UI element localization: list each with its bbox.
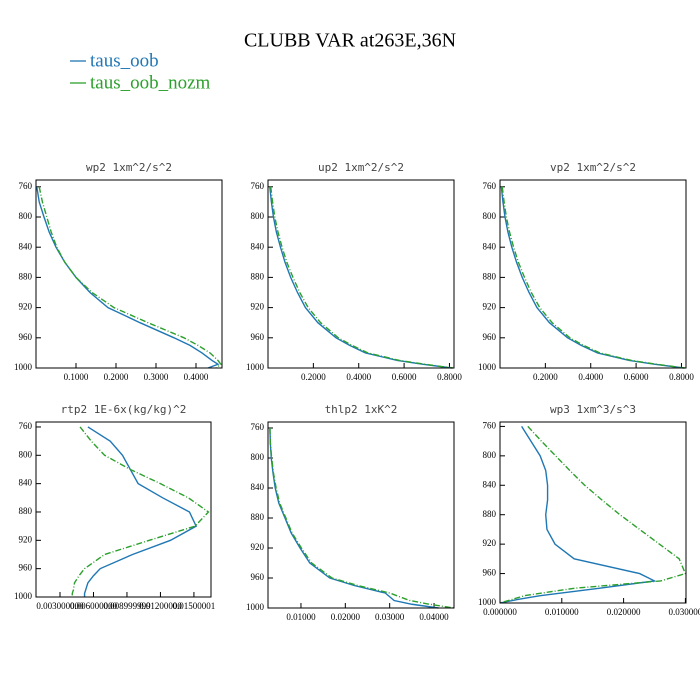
legend-label: taus_oob_nozm (90, 72, 211, 93)
y-tick-label: 800 (251, 452, 265, 462)
x-tick-label: 0.4000 (578, 372, 603, 382)
y-tick-label: 840 (19, 478, 33, 488)
x-tick-label: 0.4000 (346, 372, 371, 382)
panel-title: rtp2 1E-6x(kg/kg)^2 (61, 403, 187, 416)
figure-title: CLUBB VAR at263E,36N (244, 30, 456, 52)
panel-title: wp3 1xm^3/s^3 (550, 403, 636, 416)
y-tick-label: 800 (483, 450, 497, 460)
y-tick-label: 840 (251, 241, 265, 251)
y-tick-label: 960 (483, 568, 497, 578)
series-line (499, 426, 657, 604)
y-tick-label: 960 (19, 332, 33, 342)
y-tick-label: 760 (251, 181, 265, 191)
y-tick-label: 920 (19, 302, 33, 312)
x-tick-label: 0.01500001 (173, 601, 216, 611)
y-tick-label: 1000 (478, 597, 497, 607)
plot-frame (499, 179, 687, 369)
series-line (501, 186, 685, 369)
y-tick-label: 760 (483, 420, 497, 430)
y-tick-label: 920 (251, 302, 265, 312)
x-tick-label: 0.04000 (419, 612, 449, 622)
y-tick-label: 800 (251, 211, 265, 221)
x-tick-label: 0.1000 (64, 372, 89, 382)
y-tick-label: 1000 (246, 602, 265, 612)
series-line (499, 425, 687, 604)
panel-title: up2 1xm^2/s^2 (318, 161, 404, 174)
plot-frame (267, 421, 455, 609)
x-tick-label: 0.2000 (301, 372, 326, 382)
x-tick-label: 0.8000 (437, 372, 462, 382)
y-tick-label: 960 (251, 572, 265, 582)
y-tick-label: 920 (483, 302, 497, 312)
plot-frame (499, 421, 687, 604)
y-tick-label: 840 (483, 241, 497, 251)
y-tick-label: 920 (251, 542, 265, 552)
series-line (38, 186, 222, 369)
y-tick-label: 880 (251, 271, 265, 281)
series-line (36, 186, 220, 369)
y-tick-label: 800 (19, 449, 33, 459)
y-tick-label: 880 (19, 506, 33, 516)
y-tick-label: 760 (483, 181, 497, 191)
x-tick-label: 0.6000 (624, 372, 649, 382)
plot-frame (267, 179, 455, 369)
x-tick-label: 0.010000 (545, 607, 579, 617)
x-tick-label: 0.4000 (184, 372, 209, 382)
y-tick-label: 840 (19, 241, 33, 251)
x-tick-label: 0.008999999 (103, 601, 151, 611)
y-tick-label: 920 (483, 538, 497, 548)
series-line (270, 186, 453, 369)
x-tick-label: 0.01000 (286, 612, 316, 622)
y-tick-label: 800 (19, 211, 33, 221)
y-tick-label: 800 (483, 211, 497, 221)
x-tick-label: 0.6000 (392, 372, 417, 382)
panel-title: thlp2 1xK^2 (325, 403, 398, 416)
x-tick-label: 0.006000000 (70, 601, 118, 611)
series-line (71, 426, 210, 597)
x-tick-label: 0.020000 (607, 607, 641, 617)
y-tick-label: 880 (483, 509, 497, 519)
x-tick-label: 0.03000 (375, 612, 405, 622)
x-tick-label: 0.01200000 (139, 601, 182, 611)
plot-frame (35, 421, 212, 598)
x-tick-label: 0.2000 (533, 372, 558, 382)
y-tick-label: 880 (19, 271, 33, 281)
x-tick-label: 0.02000 (331, 612, 361, 622)
y-tick-label: 920 (19, 534, 33, 544)
y-tick-label: 1000 (478, 362, 497, 372)
y-tick-label: 880 (483, 271, 497, 281)
y-tick-label: 1000 (246, 362, 265, 372)
y-tick-label: 960 (483, 332, 497, 342)
x-tick-label: 0.2000 (104, 372, 129, 382)
y-tick-label: 840 (483, 479, 497, 489)
y-tick-label: 760 (19, 181, 33, 191)
x-tick-label: 0.003000000 (36, 601, 84, 611)
y-tick-label: 960 (19, 563, 33, 573)
y-tick-label: 960 (251, 332, 265, 342)
x-tick-label: 0.000000 (483, 607, 517, 617)
panel-title: wp2 1xm^2/s^2 (86, 161, 172, 174)
y-tick-label: 840 (251, 482, 265, 492)
series-line (269, 427, 454, 609)
panel-title: vp2 1xm^2/s^2 (550, 161, 636, 174)
x-tick-label: 0.8000 (669, 372, 694, 382)
series-line (83, 426, 198, 597)
legend-label: taus_oob (90, 50, 159, 71)
x-tick-label: 0.3000 (144, 372, 169, 382)
y-tick-label: 760 (19, 421, 33, 431)
y-tick-label: 1000 (14, 591, 33, 601)
y-tick-label: 760 (251, 422, 265, 432)
y-tick-label: 880 (251, 512, 265, 522)
x-tick-label: 0.030000 (669, 607, 700, 617)
y-tick-label: 1000 (14, 362, 33, 372)
plot-frame (35, 179, 223, 369)
series-line (500, 186, 684, 369)
